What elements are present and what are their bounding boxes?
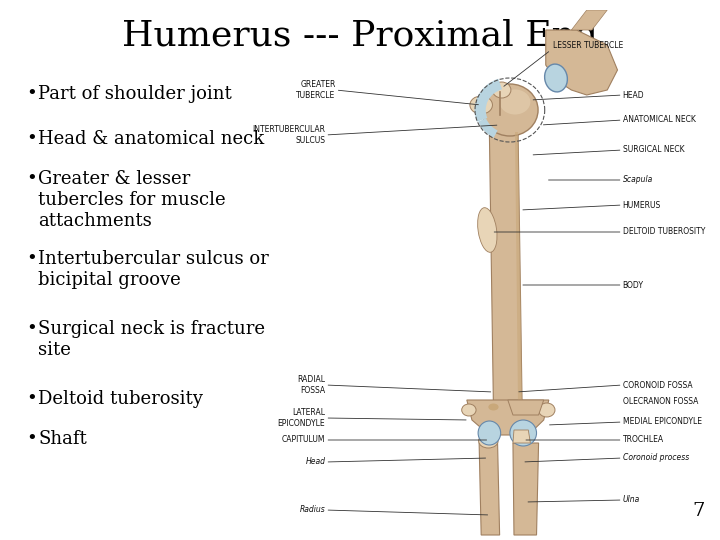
Text: Part of shoulder joint: Part of shoulder joint [38,85,232,103]
Text: Surgical neck is fracture
site: Surgical neck is fracture site [38,320,265,359]
Ellipse shape [510,403,522,411]
Ellipse shape [462,404,476,416]
Text: Scapula: Scapula [623,176,653,185]
Text: BODY: BODY [623,280,644,289]
Ellipse shape [510,420,536,446]
Ellipse shape [544,64,567,92]
Polygon shape [572,10,607,30]
Text: RADIAL
FOSSA: RADIAL FOSSA [297,375,325,395]
Text: Head & anatomical neck: Head & anatomical neck [38,130,264,148]
Text: GREATER
TUBERCLE: GREATER TUBERCLE [297,80,336,100]
Text: SURGICAL NECK: SURGICAL NECK [623,145,684,154]
Text: TROCHLEA: TROCHLEA [623,435,664,444]
Text: •: • [26,130,37,148]
Text: Humerus --- Proximal End: Humerus --- Proximal End [122,18,598,52]
Text: HEAD: HEAD [623,91,644,99]
Text: DELTOID TUBEROSITY: DELTOID TUBEROSITY [623,227,705,237]
Text: Greater & lesser
tubercles for muscle
attachments: Greater & lesser tubercles for muscle at… [38,170,225,230]
Text: Head: Head [305,457,325,467]
Text: ANATOMICAL NECK: ANATOMICAL NECK [623,116,696,125]
Text: •: • [26,85,37,103]
Text: •: • [26,390,37,408]
Text: CORONOID FOSSA: CORONOID FOSSA [623,381,692,389]
Text: •: • [26,170,37,188]
Text: Ulna: Ulna [623,496,640,504]
Ellipse shape [539,403,555,417]
Ellipse shape [470,96,492,114]
Polygon shape [490,132,522,410]
Ellipse shape [500,90,531,114]
Ellipse shape [482,84,538,136]
Ellipse shape [492,82,511,98]
Polygon shape [515,132,522,410]
Polygon shape [508,400,544,415]
Text: LESSER TUBERCLE: LESSER TUBERCLE [553,42,624,51]
Text: •: • [26,430,37,448]
Text: •: • [26,320,37,338]
Text: CAPITULUM: CAPITULUM [282,435,325,444]
Ellipse shape [478,421,500,445]
Text: 7: 7 [693,502,705,520]
Text: Intertubercular sulcus or
bicipital groove: Intertubercular sulcus or bicipital groo… [38,250,269,289]
Polygon shape [513,430,531,443]
Text: HUMERUS: HUMERUS [623,200,661,210]
Text: Radius: Radius [300,505,325,515]
Text: MEDIAL EPICONDYLE: MEDIAL EPICONDYLE [623,417,701,427]
Text: Deltoid tuberosity: Deltoid tuberosity [38,390,203,408]
Text: Coronoid process: Coronoid process [623,454,689,462]
Ellipse shape [477,208,497,252]
Ellipse shape [479,434,498,448]
Polygon shape [479,443,500,535]
Polygon shape [513,443,539,535]
Polygon shape [467,400,549,435]
Text: Shaft: Shaft [38,430,86,448]
Text: •: • [26,250,37,268]
Text: OLECRANON FOSSA: OLECRANON FOSSA [623,397,698,407]
Text: LATERAL
EPICONDYLE: LATERAL EPICONDYLE [278,408,325,428]
Ellipse shape [488,403,498,410]
Text: INTERTUBERCULAR
SULCUS: INTERTUBERCULAR SULCUS [253,125,325,145]
Polygon shape [546,30,618,95]
